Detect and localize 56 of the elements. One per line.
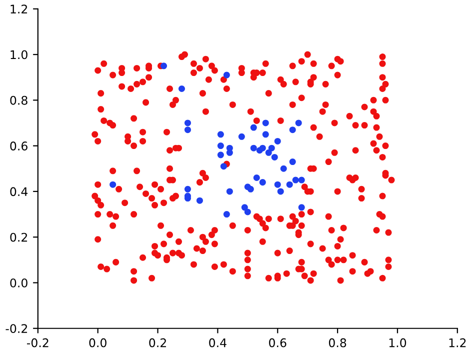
- point: [292, 176, 299, 184]
- y-tick-label: 0.6: [10, 142, 28, 150]
- point: [259, 144, 266, 152]
- x-tick-label: -0.2: [26, 338, 48, 348]
- point: [289, 158, 296, 166]
- point: [223, 211, 230, 218]
- point: [110, 181, 116, 188]
- x-tick-label: 0.0: [89, 338, 106, 348]
- y-tick-label: 0.8: [10, 96, 28, 105]
- point: [253, 174, 260, 182]
- x-tick-label: 0.2: [149, 338, 166, 348]
- point: [268, 144, 275, 152]
- point: [262, 131, 269, 138]
- point: [265, 149, 272, 156]
- y-tick-label: 0.2: [10, 232, 28, 242]
- point: [241, 204, 248, 211]
- y-tick-label: 0.4: [10, 187, 28, 196]
- point: [217, 131, 224, 138]
- x-tick-label: 0.6: [269, 338, 286, 348]
- point: [295, 120, 302, 126]
- point: [223, 72, 230, 78]
- point: [178, 85, 186, 92]
- point: [184, 120, 191, 126]
- point: [217, 152, 224, 158]
- point: [298, 204, 305, 211]
- x-tick-label: 1.0: [389, 338, 406, 348]
- point: [220, 163, 227, 170]
- point: [250, 124, 257, 131]
- y-tick-label: -0.2: [6, 324, 28, 334]
- point: [238, 133, 245, 140]
- y-tick-label: 1.0: [10, 50, 28, 60]
- point: [217, 142, 224, 150]
- point: [184, 126, 191, 134]
- x-tick-label: 0.4: [209, 338, 226, 348]
- point: [250, 144, 257, 152]
- y-tick-label: 1.2: [10, 4, 28, 14]
- point: [298, 176, 305, 184]
- point: [289, 126, 296, 134]
- point: [160, 62, 168, 70]
- x-tick-label: 0.8: [328, 338, 346, 348]
- point: [277, 188, 284, 195]
- point: [196, 197, 203, 204]
- x-tick-label: 1.2: [449, 338, 466, 348]
- point: [286, 181, 293, 188]
- point: [280, 165, 287, 172]
- y-tick-label: 0.0: [10, 278, 28, 288]
- point: [271, 154, 278, 160]
- point: [184, 186, 191, 192]
- point: [274, 181, 281, 188]
- point: [226, 149, 233, 156]
- point: [226, 188, 233, 195]
- point: [244, 208, 251, 216]
- point: [274, 138, 281, 144]
- point: [262, 120, 269, 126]
- point: [259, 179, 266, 186]
- point: [247, 186, 254, 192]
